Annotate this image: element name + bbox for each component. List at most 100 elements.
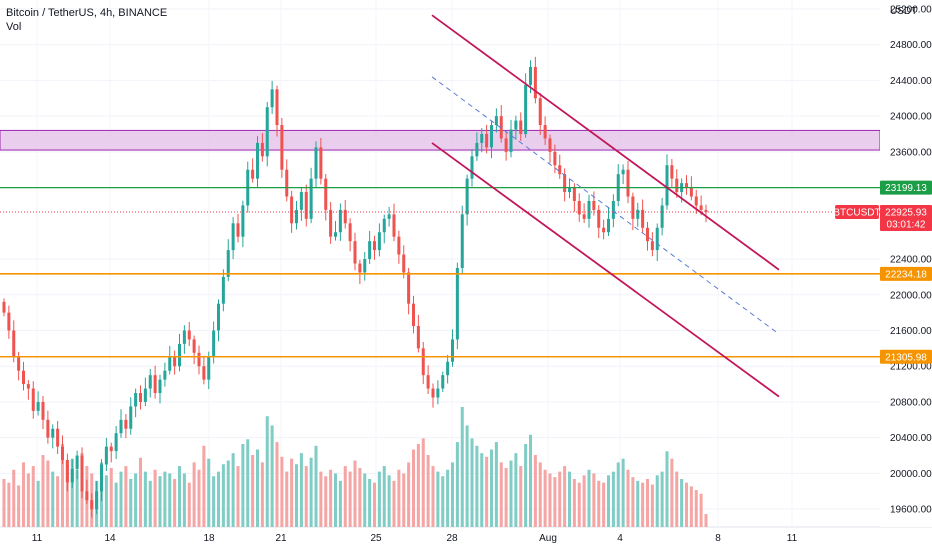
volume-bar bbox=[212, 476, 216, 527]
volume-bar bbox=[382, 466, 386, 527]
time-tick-label: 21 bbox=[275, 533, 287, 544]
candle-body bbox=[621, 169, 625, 175]
candle-body bbox=[358, 263, 362, 273]
volume-bar bbox=[558, 471, 562, 527]
volume-bar bbox=[2, 479, 6, 527]
candle-body bbox=[153, 375, 157, 394]
candle-body bbox=[509, 129, 513, 152]
price-axis[interactable]: 25200.00 24800.00 24400.00 24000.00 23600.00… bbox=[880, 0, 932, 527]
volume-bar bbox=[411, 449, 416, 527]
volume-bar bbox=[124, 466, 128, 527]
time-tick-label: 4 bbox=[617, 533, 623, 544]
volume-bar bbox=[138, 457, 143, 527]
candle-body bbox=[260, 142, 264, 157]
candle-body bbox=[70, 468, 74, 483]
time-tick-label: 25 bbox=[370, 533, 382, 544]
volume-bar bbox=[343, 466, 347, 527]
volume-bar bbox=[689, 486, 693, 527]
time-axis[interactable]: 11 14 18 21 25 28 Aug 4 8 11 bbox=[32, 533, 798, 544]
candle-body bbox=[2, 301, 6, 313]
candle-body bbox=[343, 209, 347, 224]
candle-body bbox=[363, 259, 367, 273]
volume-bar bbox=[499, 462, 503, 527]
candle-body bbox=[514, 120, 518, 130]
volume-bar bbox=[158, 476, 162, 527]
volume-bar bbox=[192, 462, 196, 527]
orange-upper-tag: 22234.18 bbox=[885, 269, 927, 280]
volume-bar bbox=[665, 451, 669, 527]
volume-bars bbox=[2, 407, 708, 527]
candle-body bbox=[56, 428, 60, 447]
candle-body bbox=[455, 267, 459, 340]
candle-body bbox=[480, 133, 484, 143]
candle-body bbox=[504, 138, 508, 152]
candle-body bbox=[251, 169, 255, 179]
candle-body bbox=[372, 241, 377, 251]
candle-body bbox=[7, 312, 11, 331]
candle-body bbox=[699, 205, 703, 210]
volume-bar bbox=[21, 462, 26, 527]
candle-body bbox=[392, 214, 396, 237]
indicator-label[interactable]: Vol bbox=[6, 21, 22, 33]
candle-body bbox=[255, 142, 260, 179]
candle-body bbox=[587, 200, 591, 219]
candle-body bbox=[275, 89, 279, 126]
volume-bar bbox=[31, 466, 35, 527]
candle-body bbox=[99, 464, 104, 492]
candle-body bbox=[168, 357, 172, 371]
volume-bar bbox=[684, 482, 689, 527]
candle-body bbox=[567, 187, 572, 193]
candle-body bbox=[611, 200, 615, 219]
volume-bar bbox=[260, 462, 264, 527]
candle-body bbox=[114, 433, 118, 452]
chart-title: Bitcoin / TetherUS, 4h, BINANCE bbox=[6, 7, 168, 19]
candle-body bbox=[90, 500, 94, 510]
volume-bar bbox=[572, 479, 576, 527]
green-level-tag-bg bbox=[880, 180, 932, 195]
candle-body bbox=[129, 406, 133, 429]
volume-bar bbox=[197, 469, 201, 527]
volume-bar bbox=[416, 443, 420, 527]
candle-body bbox=[207, 357, 211, 380]
symbol-tag: BTCUSDT bbox=[833, 208, 880, 219]
candle-body bbox=[280, 125, 284, 170]
volume-bar bbox=[485, 456, 489, 527]
candle-body bbox=[36, 401, 40, 411]
volume-bar bbox=[129, 479, 133, 527]
volume-bar bbox=[294, 464, 299, 527]
candle-body bbox=[460, 214, 464, 268]
candle-body bbox=[660, 205, 664, 228]
volume-bar bbox=[509, 460, 513, 527]
orange-lower-tag-bg bbox=[880, 349, 932, 364]
volume-bar bbox=[329, 469, 333, 527]
volume-bar bbox=[358, 467, 362, 527]
candle-body bbox=[192, 339, 196, 353]
candle-body bbox=[197, 352, 201, 367]
candle-body bbox=[104, 446, 108, 465]
volume-bar bbox=[134, 473, 138, 527]
candle-body bbox=[290, 196, 294, 224]
volume-bar bbox=[577, 482, 581, 527]
volume-bar bbox=[475, 445, 479, 527]
volume-bar bbox=[309, 457, 313, 527]
candle-body bbox=[694, 196, 698, 206]
volume-bar bbox=[392, 480, 396, 527]
candle-body bbox=[119, 419, 123, 434]
volume-bar bbox=[645, 479, 650, 527]
volume-bar bbox=[524, 443, 528, 527]
volume-bar bbox=[299, 453, 303, 527]
candle-body bbox=[138, 393, 143, 402]
volume-bar bbox=[241, 443, 245, 527]
volume-bar bbox=[46, 460, 50, 527]
candle-body bbox=[572, 187, 576, 201]
volume-bar bbox=[168, 473, 172, 527]
volume-bar bbox=[450, 462, 455, 527]
volume-bar bbox=[114, 482, 118, 527]
candle-body bbox=[368, 241, 372, 260]
candle-body bbox=[294, 209, 299, 224]
orange-upper-tag-bg bbox=[880, 266, 932, 281]
candle-body bbox=[407, 272, 411, 304]
volume-bar bbox=[616, 462, 620, 527]
